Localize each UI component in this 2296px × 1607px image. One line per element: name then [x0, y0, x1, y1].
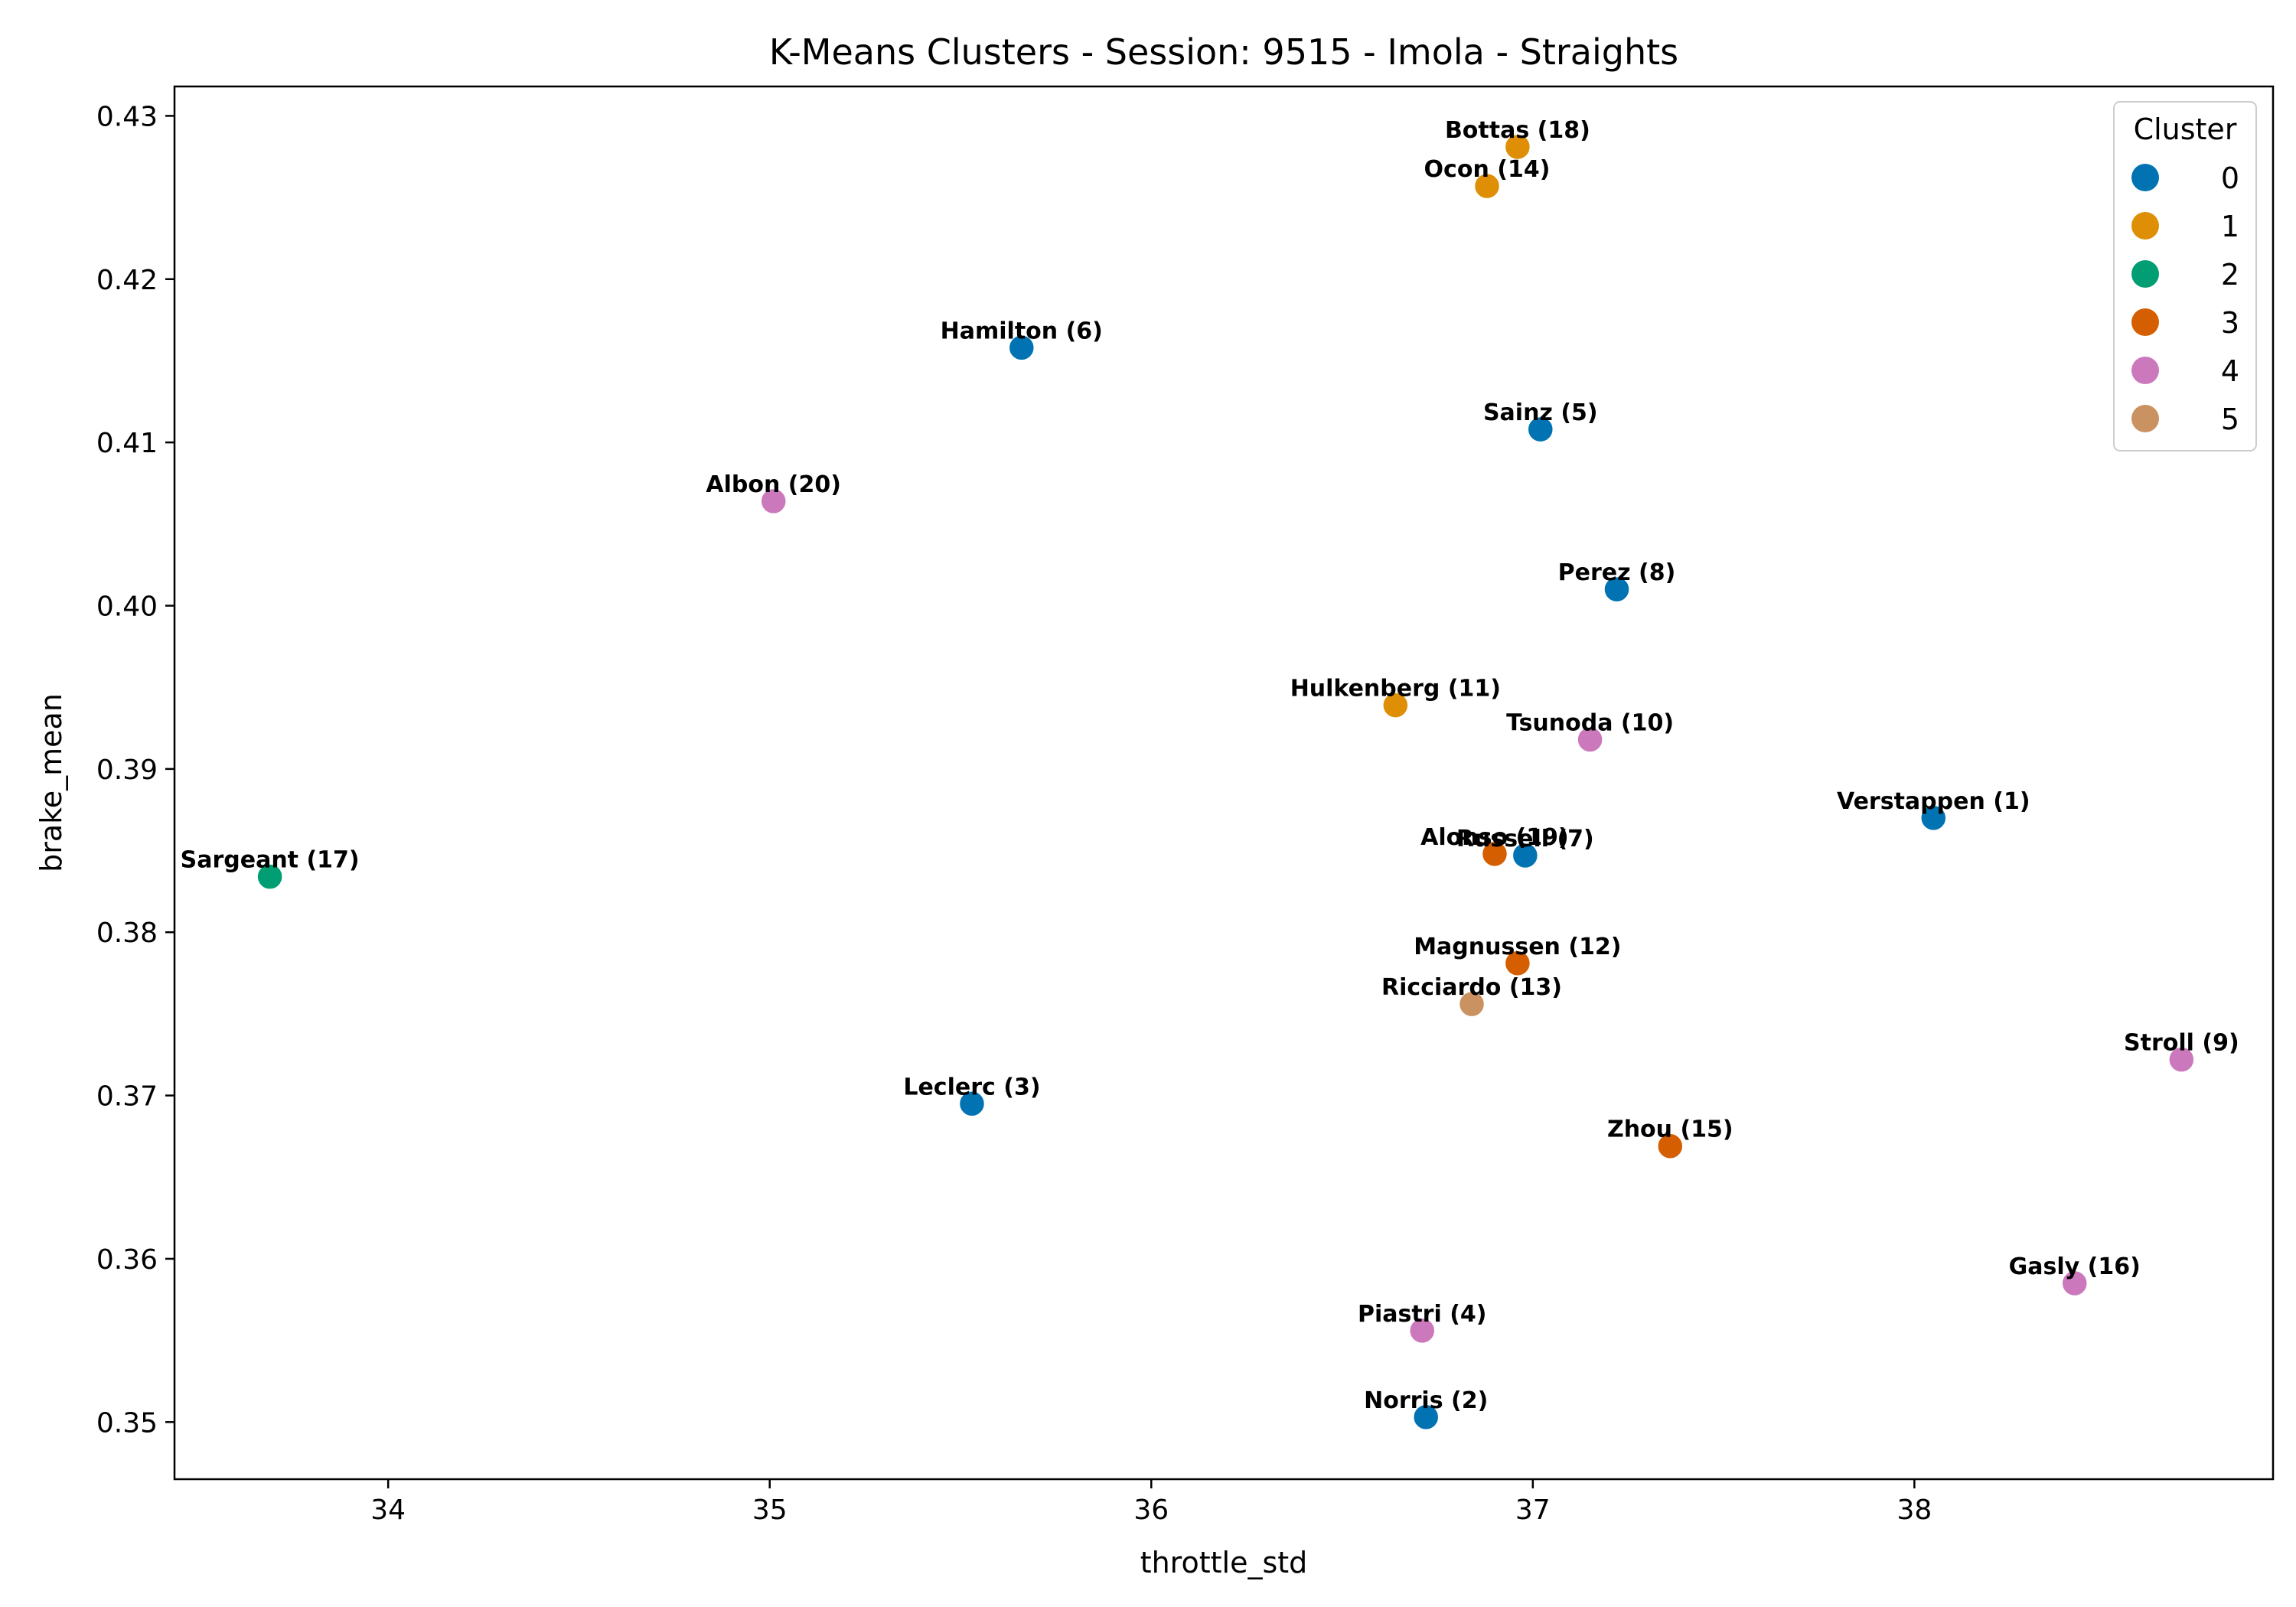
legend-entries: 0 1 2 3 4 5: [2131, 161, 2239, 436]
legend: Cluster 0 1 2 3 4 5: [2113, 101, 2257, 451]
legend-marker: [2131, 405, 2159, 432]
point-label: Norris (2): [1364, 1387, 1488, 1414]
legend-label: 4: [2221, 354, 2239, 388]
data-point: [1503, 949, 1532, 978]
data-point: [1503, 132, 1532, 161]
y-tick-label: 0.36: [96, 1244, 158, 1276]
x-tick-label: 36: [1133, 1495, 1169, 1526]
legend-label: 0: [2221, 161, 2239, 195]
y-tick-label: 0.35: [96, 1407, 158, 1439]
point-label: Ocon (14): [1424, 156, 1551, 183]
data-point: [2060, 1269, 2089, 1298]
x-tick-label: 34: [370, 1495, 406, 1526]
point-label: Albon (20): [706, 471, 841, 498]
x-axis-ticks: 34 35 36 37 38: [370, 1479, 1932, 1526]
data-point: [1411, 1403, 1440, 1432]
point-label: Stroll (9): [2124, 1030, 2239, 1057]
x-tick-label: 38: [1896, 1495, 1932, 1526]
point-label: Tsunoda (10): [1506, 709, 1674, 736]
y-tick-label: 0.38: [96, 918, 158, 949]
point-label: Bottas (18): [1445, 117, 1590, 144]
legend-label: 2: [2221, 258, 2239, 292]
legend-marker: [2131, 212, 2159, 240]
legend-label: 3: [2221, 306, 2239, 340]
x-axis-title: throttle_std: [1140, 1546, 1308, 1579]
data-point: [1576, 725, 1604, 754]
chart-title: K-Means Clusters - Session: 9515 - Imola…: [769, 31, 1678, 73]
point-label: Hamilton (6): [941, 318, 1103, 344]
legend-marker: [2131, 308, 2159, 336]
point-label: Verstappen (1): [1837, 788, 2030, 815]
data-point: [1526, 415, 1555, 444]
data-point: [1407, 1316, 1437, 1345]
legend-marker: [2131, 357, 2159, 384]
point-label: Magnussen (12): [1414, 934, 1621, 960]
data-point: [1457, 989, 1486, 1019]
y-axis-ticks: 0.35 0.36 0.37 0.38 0.39 0.40 0.41 0.42 0.43: [96, 101, 174, 1439]
point-label: Perez (8): [1558, 559, 1676, 586]
y-tick-label: 0.37: [96, 1081, 158, 1113]
legend-marker: [2131, 164, 2159, 191]
point-label: Alonso (19): [1420, 824, 1569, 851]
x-tick-label: 37: [1515, 1495, 1551, 1526]
point-label: Sainz (5): [1483, 399, 1598, 426]
x-tick-label: 35: [752, 1495, 788, 1526]
point-label: Piastri (4): [1358, 1301, 1487, 1328]
data-point: [759, 487, 788, 516]
data-point: [1381, 691, 1410, 719]
data-point: [256, 862, 284, 891]
point-label: Russell (7): [1456, 826, 1594, 852]
y-tick-label: 0.40: [96, 591, 158, 622]
legend-marker: [2131, 260, 2159, 288]
data-point: [1656, 1132, 1684, 1160]
y-tick-label: 0.39: [96, 755, 158, 786]
point-label: Gasly (16): [2009, 1253, 2141, 1280]
data-point: [1603, 575, 1631, 604]
point-label: Leclerc (3): [903, 1074, 1040, 1100]
y-tick-label: 0.42: [96, 265, 158, 296]
y-tick-label: 0.41: [96, 428, 158, 459]
legend-label: 5: [2221, 403, 2239, 436]
legend-label: 1: [2221, 210, 2239, 243]
data-point: [1919, 804, 1948, 833]
data-point: [1007, 334, 1036, 362]
data-point: [1480, 839, 1509, 869]
data-point: [1473, 171, 1502, 200]
data-point: [957, 1090, 987, 1118]
point-label: Hulkenberg (11): [1290, 676, 1501, 702]
point-label: Zhou (15): [1607, 1116, 1733, 1143]
point-label: Sargeant (17): [181, 847, 360, 874]
plot-marks: Bottas (18) Ocon (14) Hamilton (6) Sainz (5…: [181, 117, 2239, 1432]
point-label: Ricciardo (13): [1381, 974, 1562, 1001]
y-axis-title: brake_mean: [34, 693, 68, 872]
data-point: [2167, 1045, 2196, 1074]
data-point: [1511, 841, 1540, 870]
legend-title: Cluster: [2134, 112, 2237, 146]
plot-frame: [173, 85, 2275, 1481]
y-tick-label: 0.43: [96, 101, 158, 132]
